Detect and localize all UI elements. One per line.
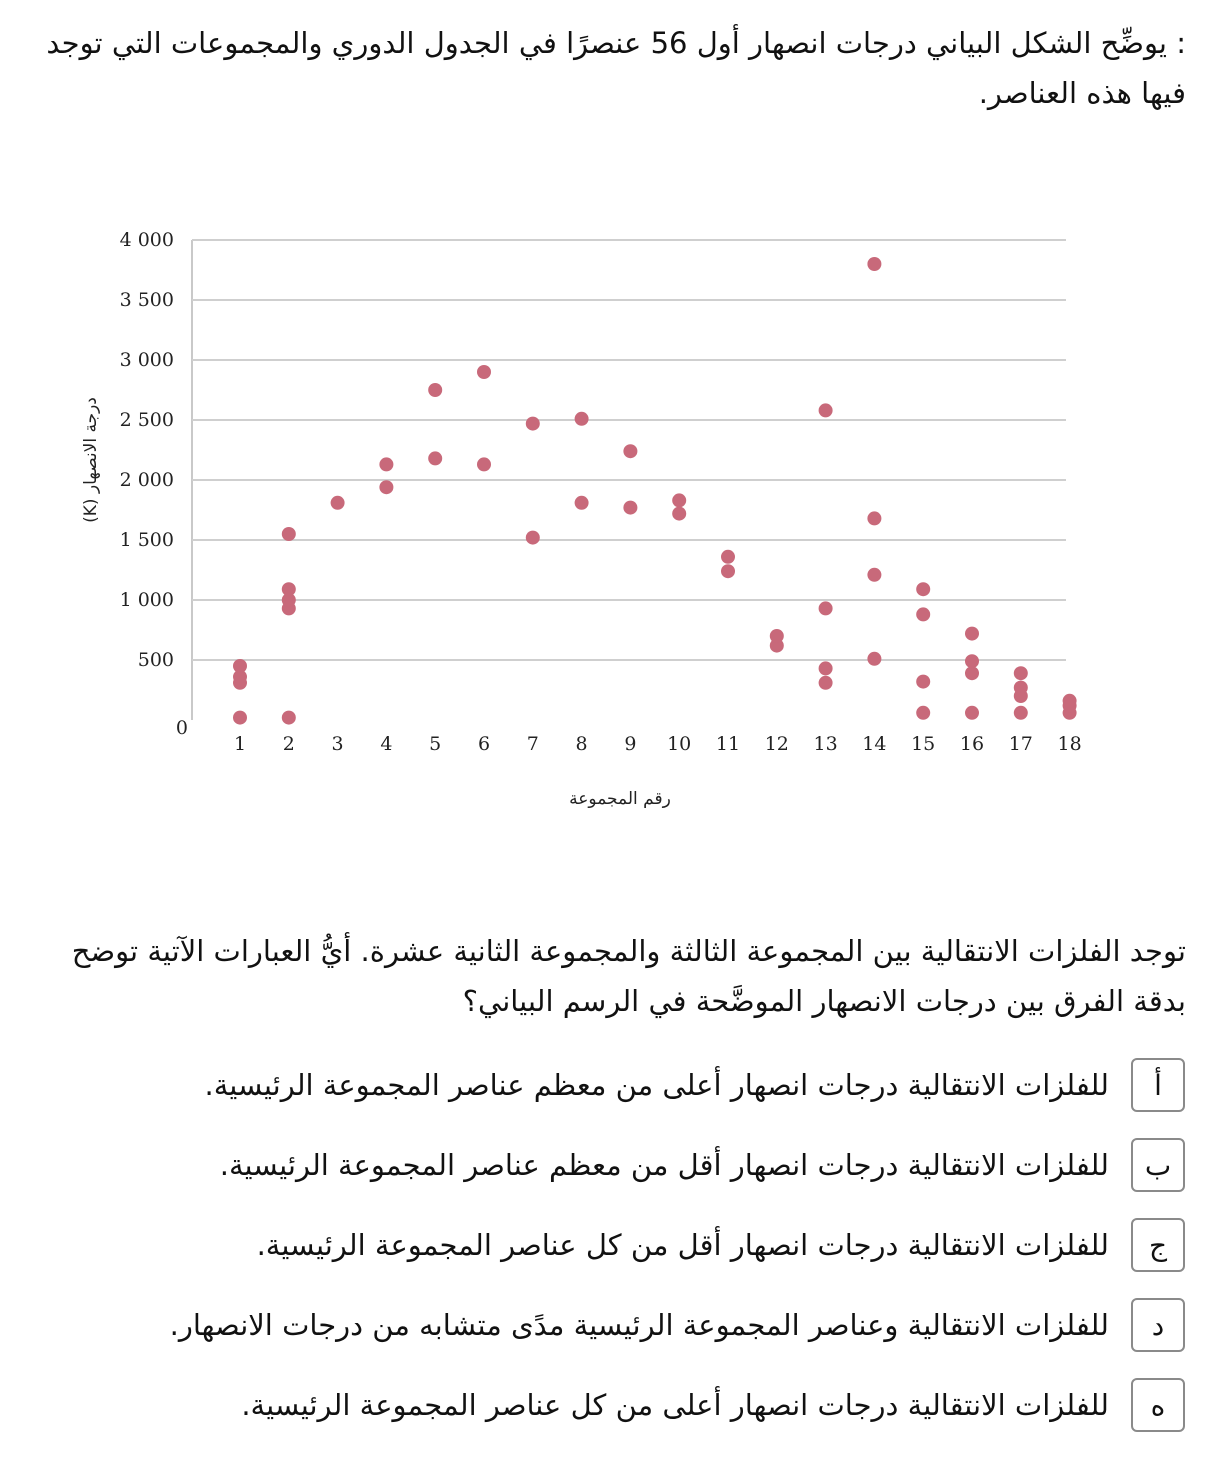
y-tick-label: 3 000	[120, 349, 174, 371]
x-tick-labels: 1 2 3 4 5 6 7 8 9 10 11 12 13 14 15 16 17 18	[234, 733, 1082, 755]
x-tick-label: 15	[911, 733, 935, 755]
data-point	[233, 659, 247, 673]
data-point	[818, 403, 833, 418]
y-tick-label: 500	[138, 649, 174, 671]
data-point	[330, 495, 345, 510]
option-e[interactable]: ه للفلزات الانتقالية درجات انصهار أعلى م…	[40, 1375, 1185, 1435]
data-point	[574, 411, 589, 426]
option-b[interactable]: ب للفلزات الانتقالية درجات انصهار أقل من…	[40, 1135, 1185, 1195]
x-tick-label: 11	[716, 733, 740, 755]
data-point	[477, 457, 491, 472]
x-tick-label: 1	[234, 733, 246, 755]
data-point	[965, 654, 979, 669]
x-tick-label: 18	[1058, 733, 1082, 755]
option-a[interactable]: أ للفلزات الانتقالية درجات انصهار أعلى م…	[40, 1055, 1185, 1115]
option-c-letter[interactable]: ج	[1131, 1218, 1185, 1272]
data-point	[379, 457, 394, 472]
y-axis-title: درجة الانصهار (K)	[81, 397, 101, 523]
data-point	[916, 705, 931, 720]
option-d[interactable]: د للفلزات الانتقالية وعناصر المجموعة الر…	[40, 1295, 1185, 1355]
data-point	[867, 257, 882, 271]
y-tick-label: 3 500	[120, 289, 174, 311]
option-c-text: للفلزات الانتقالية درجات انصهار أقل من ك…	[256, 1228, 1109, 1262]
data-point	[721, 564, 735, 579]
data-point	[1062, 693, 1077, 708]
x-tick-label: 4	[380, 733, 392, 755]
data-point	[1013, 666, 1028, 681]
x-tick-label: 13	[814, 733, 838, 755]
y-tick-label: 2 000	[120, 469, 174, 491]
data-point	[818, 601, 833, 616]
data-point	[867, 511, 882, 526]
answer-options: أ للفلزات الانتقالية درجات انصهار أعلى م…	[40, 1055, 1185, 1455]
data-point	[672, 493, 687, 508]
data-point	[867, 651, 882, 666]
x-tick-label: 9	[624, 733, 636, 755]
data-point	[916, 607, 931, 622]
x-tick-label: 14	[862, 733, 886, 755]
x-axis-title: رقم المجموعة	[569, 789, 671, 809]
data-point	[867, 567, 882, 582]
data-point	[574, 495, 589, 510]
data-point	[965, 626, 979, 641]
chart-points	[233, 257, 1077, 725]
data-point	[379, 480, 394, 495]
x-tick-label: 5	[429, 733, 441, 755]
chart-grid	[191, 239, 1066, 720]
y-tick-label: 4 000	[120, 229, 174, 251]
data-point	[769, 629, 784, 643]
option-b-letter[interactable]: ب	[1131, 1138, 1185, 1192]
x-tick-label: 10	[667, 733, 691, 755]
data-point	[623, 444, 638, 459]
data-point	[525, 530, 540, 545]
data-point	[1013, 680, 1028, 695]
data-point	[525, 416, 540, 431]
x-tick-label: 16	[960, 733, 984, 755]
data-point	[916, 674, 931, 689]
x-tick-label: 7	[527, 733, 539, 755]
y-tick-label: 1 500	[120, 529, 174, 551]
y-tick-labels: 0 500 1 000 1 500 2 000 2 500 3 000 3 500 4 000	[120, 229, 188, 739]
x-tick-label: 2	[283, 733, 295, 755]
option-e-letter[interactable]: ه	[1131, 1378, 1185, 1432]
option-a-letter[interactable]: أ	[1131, 1058, 1185, 1112]
option-d-text: للفلزات الانتقالية وعناصر المجموعة الرئي…	[169, 1308, 1109, 1342]
option-e-text: للفلزات الانتقالية درجات انصهار أعلى من …	[241, 1388, 1109, 1422]
intro-text: : يوضِّح الشكل البياني درجات انصهار أول …	[46, 26, 1186, 110]
x-tick-label: 3	[332, 733, 344, 755]
data-point	[428, 383, 443, 397]
data-point	[428, 451, 443, 466]
data-point	[965, 666, 979, 681]
data-point	[1013, 705, 1028, 720]
x-tick-label: 17	[1009, 733, 1033, 755]
data-point	[281, 527, 296, 541]
data-point	[818, 675, 833, 690]
data-point	[721, 549, 735, 564]
option-c[interactable]: ج للفلزات الانتقالية درجات انصهار أقل من…	[40, 1215, 1185, 1275]
data-point	[281, 710, 296, 725]
data-point	[281, 593, 296, 607]
data-point	[281, 582, 296, 597]
data-point	[233, 710, 247, 725]
y-tick-label: 2 500	[120, 409, 174, 431]
y-tick-label: 1 000	[120, 589, 174, 611]
y-tick-label: 0	[176, 717, 188, 739]
x-tick-label: 6	[478, 733, 490, 755]
data-point	[818, 661, 833, 676]
data-point	[916, 582, 931, 597]
x-tick-label: 12	[765, 733, 789, 755]
option-d-letter[interactable]: د	[1131, 1298, 1185, 1352]
data-point	[623, 500, 638, 515]
data-point	[477, 365, 491, 379]
x-tick-label: 8	[576, 733, 588, 755]
data-point	[233, 669, 247, 684]
option-a-text: للفلزات الانتقالية درجات انصهار أعلى من …	[204, 1068, 1109, 1102]
option-b-text: للفلزات الانتقالية درجات انصهار أقل من م…	[219, 1148, 1109, 1182]
data-point	[965, 705, 979, 720]
data-point	[769, 638, 784, 653]
question-text: توجد الفلزات الانتقالية بين المجموعة الث…	[71, 934, 1186, 1018]
data-point	[672, 506, 687, 521]
